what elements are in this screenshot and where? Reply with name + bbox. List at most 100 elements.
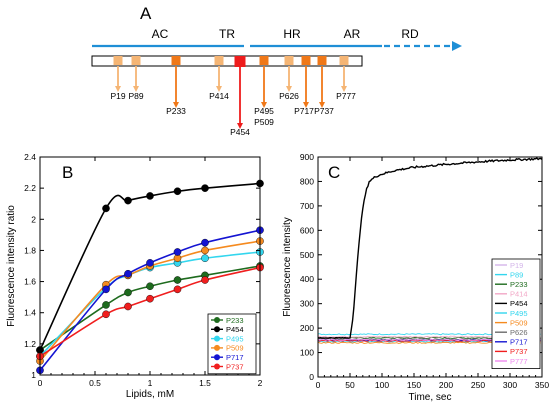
chart-c-y-tick-label: 700 (300, 201, 314, 211)
site-label: P233 (166, 106, 186, 116)
panel-letter-a: A (140, 4, 152, 23)
site-marker (284, 56, 294, 65)
chart-b-y-tick-label: 1.4 (24, 308, 36, 318)
chart-c-legend-box (491, 258, 541, 369)
chart-c-legend-label: P454 (510, 299, 528, 308)
chart-c-legend-label: P626 (510, 328, 528, 337)
site-marker (301, 56, 311, 65)
site-arrow-head (237, 123, 243, 129)
chart-c-x-tick-label: 150 (407, 380, 421, 390)
chart-c-legend-label: P233 (510, 280, 528, 289)
site-label-line: P19 (110, 91, 125, 101)
site-arrow-head (133, 86, 139, 92)
chart-b-legend-marker (214, 354, 220, 361)
chart-b-legend-marker (214, 335, 220, 342)
chart-b-y-tick-label: 1.2 (24, 339, 36, 349)
chart-b-legend-label: P509 (226, 344, 244, 353)
chart-c: C 0 50 100 150 200 250 300 350 0 100 200 300 400 500 6… (282, 152, 549, 403)
site-marker (234, 56, 246, 67)
chart-b-legend-label: P717 (226, 353, 244, 362)
chart-b-x-axis-label: Lipids, mM (126, 389, 174, 400)
site-label: P89 (128, 91, 143, 101)
site-label: P737 (314, 106, 334, 116)
chart-c-x-tick-label: 100 (375, 380, 389, 390)
chart-b-legend-label: P737 (226, 362, 244, 371)
site-arrow-head (115, 86, 121, 92)
chart-b-ticks: 0 0.5 1 1.5 2 1 1.2 1.4 1.6 1.8 2 2.2 2.4 (24, 152, 262, 388)
chart-b-point-p233 (124, 288, 132, 297)
chart-b-point-p509 (201, 246, 209, 255)
domain-segment-label: RD (401, 27, 419, 41)
site-arrow-head (261, 102, 267, 108)
chart-b-legend-label: P495 (226, 334, 244, 343)
chart-c-y-tick-label: 900 (300, 152, 314, 162)
chart-c-x-tick-label: 350 (535, 380, 549, 390)
site-label-line: P414 (209, 91, 229, 101)
site-marker (339, 56, 349, 65)
site-label-line: P777 (336, 91, 356, 101)
chart-b-x-tick-label: 0.5 (89, 378, 101, 388)
chart-c-y-axis-label: Fluorescence intensity (282, 217, 293, 317)
site-label-line: P233 (166, 106, 186, 116)
chart-b-x-tick-label: 1 (148, 378, 153, 388)
site-label: P495 P509 (254, 106, 274, 127)
chart-b-y-tick-label: 1 (31, 370, 36, 380)
chart-c-ticks: 0 50 100 150 200 250 300 350 0 100 200 300 400 500 600… (300, 152, 550, 390)
site-marker (259, 56, 269, 65)
domain-segment-labels: AC TR HR AR RD (152, 27, 419, 41)
site-label-line: P509 (254, 117, 274, 127)
chart-b-y-tick-label: 2.2 (24, 183, 36, 193)
chart-b-legend-label: P233 (226, 316, 244, 325)
chart-c-legend-label: P717 (510, 338, 528, 347)
chart-b-point-p454 (201, 184, 209, 192)
site-label-line: P89 (128, 91, 143, 101)
chart-c-x-tick-label: 0 (316, 380, 321, 390)
chart-b-y-tick-label: 2.4 (24, 152, 36, 162)
chart-c-x-tick-label: 50 (345, 380, 355, 390)
chart-b-point-p233 (102, 301, 110, 309)
chart-c-y-tick-label: 200 (300, 323, 314, 333)
chart-c-x-tick-label: 300 (503, 380, 517, 390)
site-label: P19 (110, 91, 125, 101)
chart-b-y-axis-label: Fluorescence intensity ratio (6, 205, 17, 327)
site-arrow-head (216, 86, 222, 92)
site-arrow-head (341, 86, 347, 92)
site-arrow-head (286, 86, 292, 92)
panel-letter-b: B (62, 163, 73, 182)
site-label: P717 (294, 106, 314, 116)
chart-b-x-tick-label: 0 (38, 378, 43, 388)
site-arrow-head (303, 102, 309, 108)
chart-b-point-p454 (102, 204, 110, 213)
chart-c-y-tick-label: 600 (300, 225, 314, 235)
chart-c-plot-frame (317, 156, 543, 378)
chart-c-y-tick-label: 0 (309, 372, 314, 382)
chart-c-x-axis-label: Time, sec (409, 392, 452, 403)
chart-b-point-p717 (124, 269, 132, 278)
site-marker (317, 56, 327, 65)
site-label-line: P495 (254, 106, 274, 116)
chart-b-legend-marker (214, 363, 220, 370)
chart-b-x-tick-label: 1.5 (199, 378, 211, 388)
chart-b: B 0 0.5 1 1.5 2 1 1.2 1.4 1.6 1.8 2 2.2 2.4 Lipids, … (6, 152, 264, 400)
site-label: P414 (209, 91, 229, 101)
site-arrow-head (173, 102, 179, 108)
chart-c-legend-label: P414 (510, 290, 528, 299)
chart-b-y-tick-label: 1.6 (24, 277, 36, 287)
chart-b-point-p233 (173, 276, 182, 284)
chart-b-y-tick-label: 1.8 (24, 245, 36, 255)
chart-b-legend-marker (214, 317, 220, 323)
chart-b-point-p233 (146, 282, 154, 291)
site-label: P454 (230, 127, 250, 137)
chart-b-point-p717 (102, 285, 110, 294)
chart-c-legend: P19P89P233P414P454P495P509P626P717P737P7… (491, 258, 541, 369)
chart-b-series (36, 179, 264, 375)
domain-segment-lines (92, 41, 462, 51)
chart-c-legend-label: P19 (510, 261, 523, 270)
chart-b-point-p717 (173, 248, 182, 256)
site-label: P777 (336, 91, 356, 101)
site-marker (214, 56, 224, 65)
chart-b-point-p737 (102, 310, 110, 319)
chart-b-legend-label: P454 (226, 325, 244, 334)
